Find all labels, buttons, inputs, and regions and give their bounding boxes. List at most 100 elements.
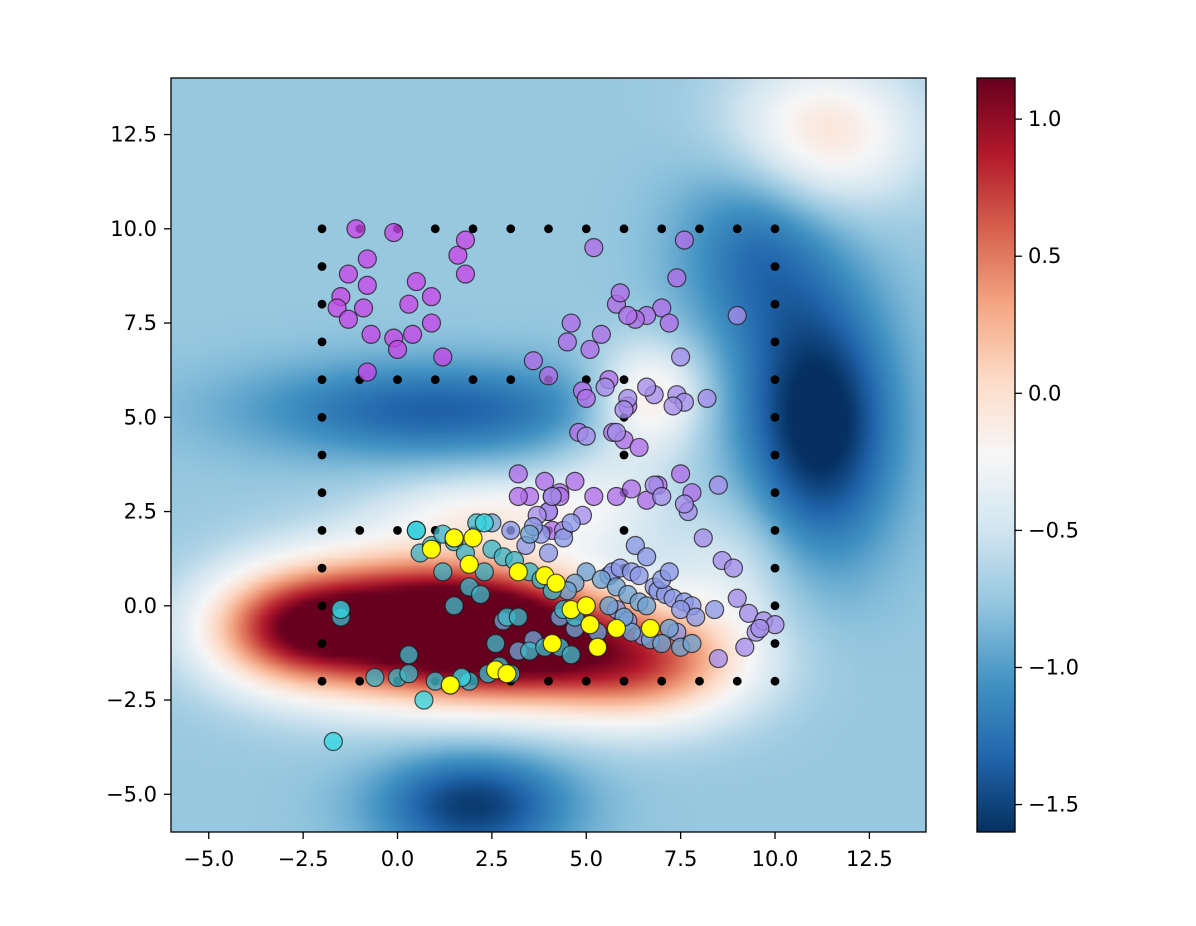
grid-points-point [317,676,327,686]
grid-points-point [770,224,780,234]
periwinkle-cluster-point [561,513,581,533]
magenta-cluster-point [403,324,423,344]
lavender-cluster-point [542,486,562,507]
grid-points-point [317,375,327,384]
violet-cluster-point [523,351,544,371]
grid-points-point [506,375,516,384]
periwinkle-cluster-point [538,543,559,563]
violet-cluster-point [618,305,638,326]
magenta-cluster-point [353,298,374,318]
teal-cluster-point [470,584,491,605]
grid-points-point [581,224,591,234]
grid-points-point [619,676,629,686]
yellow-points-point [421,539,442,559]
steel-cluster-point [682,633,702,654]
grid-points-point [657,224,667,234]
grid-points-point [619,450,629,460]
plot-frame [170,77,927,833]
y-tick-label: 12.5 [110,123,157,147]
violet-cluster-point [535,471,555,491]
magenta-cluster-point [327,298,347,318]
grid-points-point [770,488,780,498]
magenta-cluster-point [357,275,377,295]
x-tick-label: 12.5 [846,847,893,871]
colorbar-ticks: 1.0 0.5 0.0 −0.5 −1.0 −1.5 [1015,107,1079,817]
x-tick-label: −2.5 [278,847,329,871]
grid-points-point [317,526,327,535]
grid-points-point [770,262,780,271]
grid-points-point [317,639,327,648]
lavender-cluster-point [652,486,672,507]
magenta-cluster-point [357,249,377,269]
teal-cluster-point [474,562,494,582]
grid-points-point [355,676,365,686]
steel-cluster-point [652,633,672,654]
lavender-cluster-point [723,558,744,578]
periwinkle-cluster-point [553,528,574,548]
yellow-points-point [587,637,608,657]
cyan-cluster-point [331,599,351,620]
yellow-points-point [542,633,562,654]
yellow-points-point [580,615,600,635]
teal-cluster-point [365,667,385,688]
violet-cluster-point [584,486,604,507]
lavender-cluster-point [693,528,713,548]
violet-cluster-point [671,464,691,484]
lavender-cluster-point [735,637,755,657]
lavender-cluster-point [697,388,717,409]
grid-points-point [619,526,629,535]
yellow-points-point [497,664,517,684]
magenta-cluster-point [399,294,419,314]
yellow-points-point [576,596,596,616]
y-tick-label: −2.5 [106,688,157,712]
grid-points-point [468,375,478,384]
grid-points-point [393,526,402,535]
x-tick-label: 5.0 [570,847,603,871]
lavender-cluster-point [671,347,691,367]
magenta-cluster-point [384,222,404,243]
y-tick-label: −5.0 [106,782,157,806]
y-tick-label: 5.0 [124,405,157,429]
grid-points-point [619,224,629,234]
grid-points-point [770,299,780,309]
x-tick-label: −5.0 [183,847,234,871]
violet-cluster-point [667,268,687,288]
violet-cluster-point [610,283,630,303]
lavender-cluster-point [727,305,747,326]
yellow-points-point [546,573,566,593]
violet-cluster-point [584,238,604,258]
colorbar-tick-label: −0.5 [1028,518,1079,542]
yellow-points-series [421,528,661,695]
periwinkle-cluster-point [501,520,521,541]
yellow-points-point [640,618,661,639]
violet-cluster-point [674,230,695,250]
teal-cluster-point [486,633,506,654]
violet-cluster-point [508,486,528,507]
violet-cluster-point [561,313,581,333]
scatter-layer [317,219,785,752]
colorbar-tick-label: 1.0 [1028,107,1061,131]
grid-points-point [732,224,742,234]
grid-points-point [770,375,780,384]
lavender-cluster-point [674,494,695,514]
lavender-cluster-point [708,648,728,669]
magenta-cluster-point [387,339,408,360]
lavender-cluster-point [738,603,759,623]
magenta-cluster-point [433,347,453,367]
steel-cluster-point [599,596,619,616]
cyan-cluster-point [406,520,426,541]
grid-points-point [770,601,780,611]
teal-cluster-point [561,645,581,665]
violet-cluster-point [557,332,577,352]
lavender-cluster-point [663,396,683,416]
grid-points-point [544,676,553,686]
grid-points-point [317,488,327,498]
cyan-cluster-point [474,513,494,533]
y-tick-label: 10.0 [110,217,157,241]
grid-points-point [544,224,553,234]
violet-cluster-point [591,324,611,344]
grid-points-point [695,676,704,686]
periwinkle-cluster-point [686,607,706,627]
x-axis: −5.0 −2.5 0.0 2.5 5.0 7.5 10.0 12.5 [183,832,893,871]
colorbar-tick-label: 0.5 [1028,244,1061,268]
